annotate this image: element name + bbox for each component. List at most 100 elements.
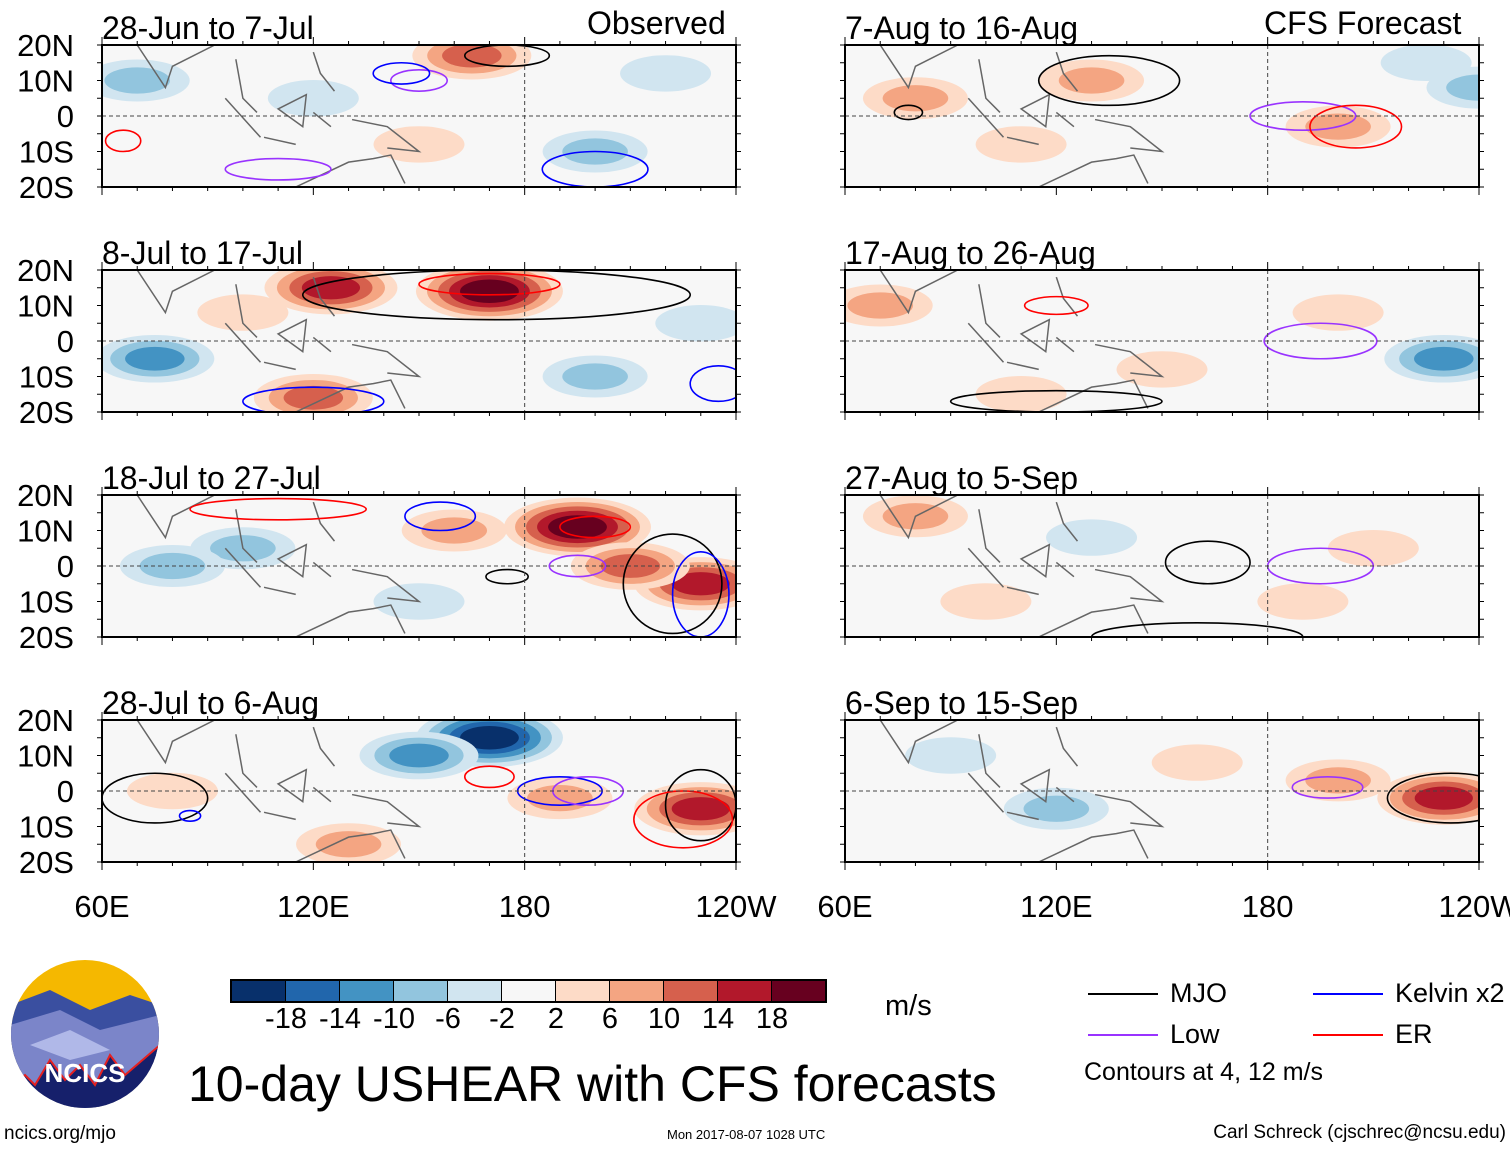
- shear-anomaly: [1046, 519, 1138, 556]
- legend-low: Low: [1088, 1019, 1220, 1050]
- lon-label: 120W: [696, 889, 778, 924]
- panel-title: 28-Jun to 7-Jul: [102, 10, 314, 46]
- lat-label: 0: [57, 549, 74, 584]
- map-panel: 7-Aug to 16-Aug: [840, 10, 1484, 195]
- legend-label: MJO: [1170, 978, 1227, 1008]
- mjo-contour: [102, 772, 209, 824]
- lat-label: 20N: [17, 478, 74, 513]
- footer-credit: Carl Schreck (cjschrec@ncsu.edu): [1213, 1122, 1506, 1143]
- mjo-contour: [622, 533, 723, 635]
- colorbar-tick: 14: [701, 1003, 735, 1035]
- shear-anomaly: [1414, 786, 1473, 810]
- shear-anomaly: [1116, 351, 1208, 388]
- mjo-contour: [1164, 540, 1251, 585]
- footer-timestamp: Mon 2017-08-07 1028 UTC: [667, 1127, 826, 1142]
- shear-anomaly: [1327, 530, 1419, 567]
- shading: [845, 284, 1479, 412]
- shear-anomaly: [315, 831, 382, 858]
- kelvin-contour: [372, 61, 431, 85]
- lon-label: 180: [1242, 889, 1294, 924]
- lat-label: 10S: [19, 585, 74, 620]
- colorbar-tick: -6: [435, 1003, 461, 1035]
- shear-anomaly: [562, 363, 628, 390]
- lon-label: 120E: [1020, 889, 1092, 924]
- ncics-logo: NCICS: [11, 960, 159, 1108]
- shear-anomaly: [847, 292, 914, 319]
- colorbar-tick: -2: [489, 1003, 515, 1035]
- lat-label: 0: [57, 324, 74, 359]
- mjo-contour: [893, 104, 924, 121]
- coastline: [879, 45, 1165, 187]
- er-contour: [418, 272, 561, 296]
- colorbar-swatch: [664, 981, 718, 1001]
- shear-anomaly: [1305, 767, 1371, 794]
- shear-anomaly: [389, 743, 449, 768]
- lon-label: 120E: [277, 889, 349, 924]
- coastline: [879, 495, 1165, 637]
- lat-label: 20S: [19, 395, 74, 430]
- coastline: [879, 720, 1165, 862]
- colorbar-swatch: [610, 981, 664, 1001]
- shear-anomaly: [620, 55, 712, 92]
- shear-anomaly: [1151, 744, 1243, 781]
- er-contour: [189, 497, 367, 521]
- legend-er: ER: [1313, 1019, 1433, 1050]
- colorbar-tick: 10: [647, 1003, 681, 1035]
- panel-title: 18-Jul to 27-Jul: [102, 460, 321, 496]
- coastline: [136, 720, 422, 862]
- colorbar-tick: -10: [373, 1003, 415, 1035]
- colorbar-tick: 6: [601, 1003, 619, 1035]
- shear-anomaly: [671, 572, 730, 596]
- shear-anomaly: [267, 80, 359, 117]
- lat-label: 20N: [17, 253, 74, 288]
- map-panel: 6-Sep to 15-Sep 60E 120E 180 120W: [817, 685, 1510, 924]
- lon-label: 120W: [1439, 889, 1510, 924]
- footer-url[interactable]: ncics.org/mjo: [4, 1123, 116, 1144]
- shading: [126, 720, 736, 862]
- lat-label: 20S: [19, 170, 74, 205]
- er-contour: [1309, 104, 1403, 149]
- shear-anomaly: [1414, 346, 1474, 371]
- svg-text:NCICS: NCICS: [45, 1058, 126, 1088]
- shear-anomaly: [442, 45, 502, 68]
- contour-note: Contours at 4, 12 m/s: [1084, 1058, 1324, 1086]
- legend-label: Kelvin x2: [1395, 978, 1505, 1008]
- colorbar-swatch: [232, 981, 286, 1001]
- mjo-contour: [1386, 772, 1479, 824]
- kelvin-contour: [242, 386, 385, 412]
- shear-anomaly: [1292, 294, 1384, 331]
- lat-label: 10S: [19, 810, 74, 845]
- shear-anomaly: [460, 725, 519, 750]
- low-contour: [548, 554, 607, 578]
- lat-label: 0: [57, 774, 74, 809]
- shear-anomaly: [373, 126, 465, 163]
- coastline: [136, 270, 422, 412]
- mjo-contour: [485, 568, 529, 585]
- shear-anomaly: [905, 737, 997, 774]
- colorbar-swatch: [448, 981, 502, 1001]
- figure-title: 10-day USHEAR with CFS forecasts: [188, 1056, 997, 1112]
- shear-anomaly: [975, 126, 1067, 163]
- kelvin-contour: [671, 551, 730, 637]
- colorbar: [230, 979, 827, 1003]
- er-contour: [559, 515, 632, 539]
- shading: [862, 495, 1419, 620]
- lon-label: 180: [499, 889, 551, 924]
- colorbar-swatch: [340, 981, 394, 1001]
- shear-anomaly: [548, 515, 607, 539]
- shear-anomaly: [1023, 795, 1090, 822]
- colorbar-swatch: [718, 981, 772, 1001]
- lat-label: 20N: [17, 703, 74, 738]
- lon-label: 60E: [74, 889, 129, 924]
- shear-anomaly: [197, 294, 289, 331]
- low-contour: [390, 69, 448, 92]
- lat-label: 10S: [19, 135, 74, 170]
- colorbar-swatch: [556, 981, 610, 1001]
- legend-mjo: MJO: [1088, 978, 1227, 1009]
- observed-header: Observed: [587, 5, 726, 41]
- map-panel: 17-Aug to 26-Aug: [840, 235, 1484, 420]
- shear-anomaly: [1257, 583, 1349, 620]
